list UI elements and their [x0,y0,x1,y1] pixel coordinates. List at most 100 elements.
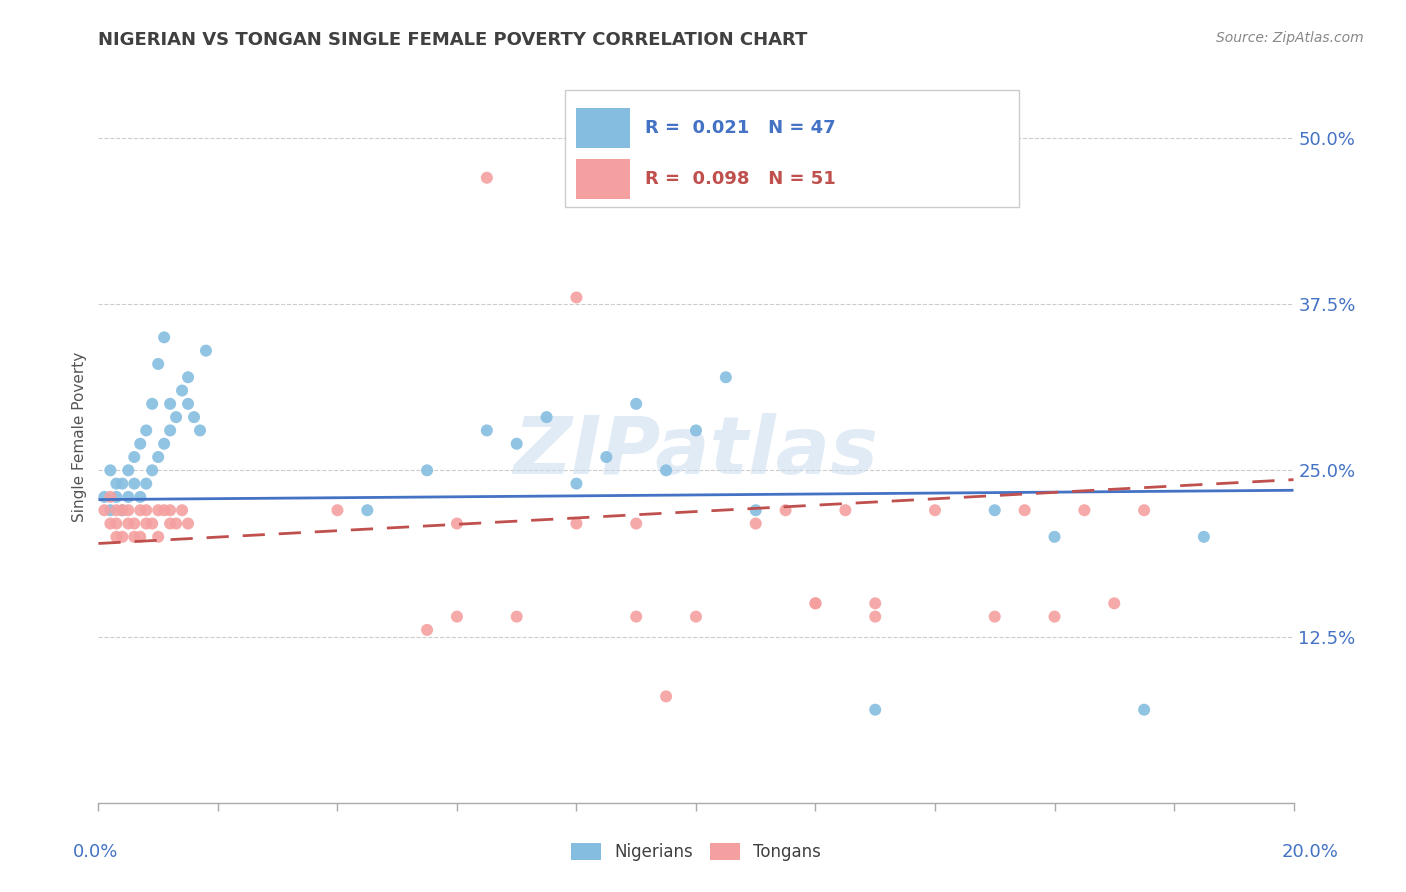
FancyBboxPatch shape [576,108,630,148]
Point [714,370,737,384]
Point [111,503,134,517]
Point [865,703,887,717]
Point [135,516,157,531]
Point [475,170,498,185]
Point [129,490,152,504]
Point [105,503,128,517]
Point [111,503,134,517]
Point [105,516,128,531]
Point [159,424,181,438]
Point [129,436,152,450]
Point [865,609,887,624]
FancyBboxPatch shape [576,159,630,200]
Point [188,424,211,438]
Point [165,410,187,425]
Point [685,424,707,438]
Point [446,516,468,531]
Point [105,530,128,544]
Point [595,450,617,464]
Point [1043,609,1066,624]
Point [416,463,439,477]
Point [98,516,122,531]
Point [1104,596,1126,610]
Point [1014,503,1036,517]
Point [984,503,1007,517]
Point [153,503,176,517]
Point [153,330,176,344]
Point [148,450,170,464]
Point [865,596,887,610]
Point [141,516,163,531]
Text: R =  0.098   N = 51: R = 0.098 N = 51 [644,170,835,188]
Point [1043,530,1066,544]
Point [506,609,529,624]
Point [655,690,678,704]
Point [117,516,139,531]
Point [117,490,139,504]
Point [124,450,146,464]
Point [159,503,181,517]
Point [565,516,588,531]
Point [124,530,146,544]
Point [804,596,827,610]
Point [124,516,146,531]
Point [148,503,170,517]
Point [326,503,349,517]
Text: 0.0%: 0.0% [73,843,118,861]
Point [177,397,200,411]
Point [1133,503,1156,517]
Point [129,530,152,544]
Point [148,530,170,544]
Text: Source: ZipAtlas.com: Source: ZipAtlas.com [1216,31,1364,45]
Point [135,503,157,517]
Point [775,503,797,517]
Point [565,290,588,304]
Point [1073,503,1095,517]
Point [834,503,856,517]
Point [416,623,439,637]
Point [105,476,128,491]
Text: R =  0.021   N = 47: R = 0.021 N = 47 [644,119,835,137]
Point [98,490,122,504]
Point [93,503,115,517]
Point [626,609,648,624]
Point [98,463,122,477]
Y-axis label: Single Female Poverty: Single Female Poverty [72,352,87,522]
Point [172,384,194,398]
Point [135,424,157,438]
Point [984,609,1007,624]
Legend: Nigerians, Tongans: Nigerians, Tongans [564,836,828,868]
Point [129,503,152,517]
Text: ZIPatlas: ZIPatlas [513,413,879,491]
Point [685,609,707,624]
Point [506,436,529,450]
Point [141,397,163,411]
Point [745,503,768,517]
Point [159,397,181,411]
Point [93,490,115,504]
Text: 20.0%: 20.0% [1282,843,1339,861]
Point [135,476,157,491]
Point [165,516,187,531]
Point [111,530,134,544]
Point [655,463,678,477]
Point [195,343,218,358]
Point [98,503,122,517]
Point [172,503,194,517]
Point [446,609,468,624]
Point [159,516,181,531]
FancyBboxPatch shape [565,90,1019,207]
Point [536,410,558,425]
Text: NIGERIAN VS TONGAN SINGLE FEMALE POVERTY CORRELATION CHART: NIGERIAN VS TONGAN SINGLE FEMALE POVERTY… [98,31,808,49]
Point [153,436,176,450]
Point [117,463,139,477]
Point [1192,530,1215,544]
Point [356,503,378,517]
Point [626,516,648,531]
Point [183,410,205,425]
Point [177,370,200,384]
Point [924,503,946,517]
Point [105,490,128,504]
Point [141,463,163,477]
Point [117,503,139,517]
